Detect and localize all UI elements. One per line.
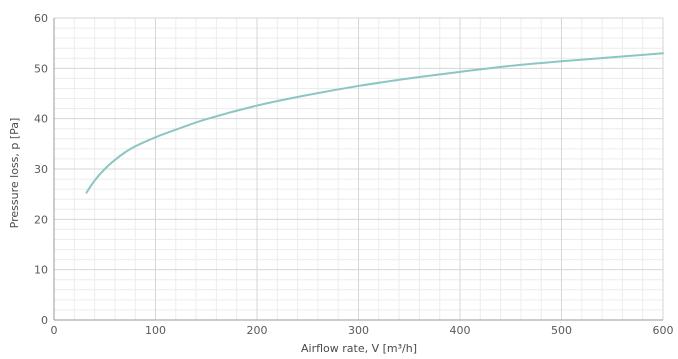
series-line-0 [85,52,664,194]
y-tick-labels: 0 10 20 30 40 50 60 [34,12,48,327]
major-grid [53,17,664,321]
y-tick-label: 10 [34,264,48,277]
y-tick-label: 20 [34,213,48,226]
series-layer [85,52,664,194]
y-tick-label: 30 [34,163,48,176]
x-tick-label: 100 [145,324,166,337]
y-tick-label: 60 [34,12,48,25]
y-axis-label: Pressure loss, p [Pa] [8,118,21,229]
x-tick-labels: 0 100 200 300 400 500 600 [51,324,674,337]
y-tick-label: 50 [34,62,48,75]
x-tick-label: 500 [551,324,572,337]
y-tick-label: 40 [34,113,48,126]
x-tick-label: 0 [51,324,58,337]
x-tick-label: 300 [348,324,369,337]
x-tick-label: 200 [247,324,268,337]
x-axis-label: Airflow rate, V [m³/h] [301,342,417,355]
x-tick-label: 600 [653,324,674,337]
y-tick-label: 0 [41,314,48,327]
axes [53,18,663,321]
x-tick-label: 400 [450,324,471,337]
